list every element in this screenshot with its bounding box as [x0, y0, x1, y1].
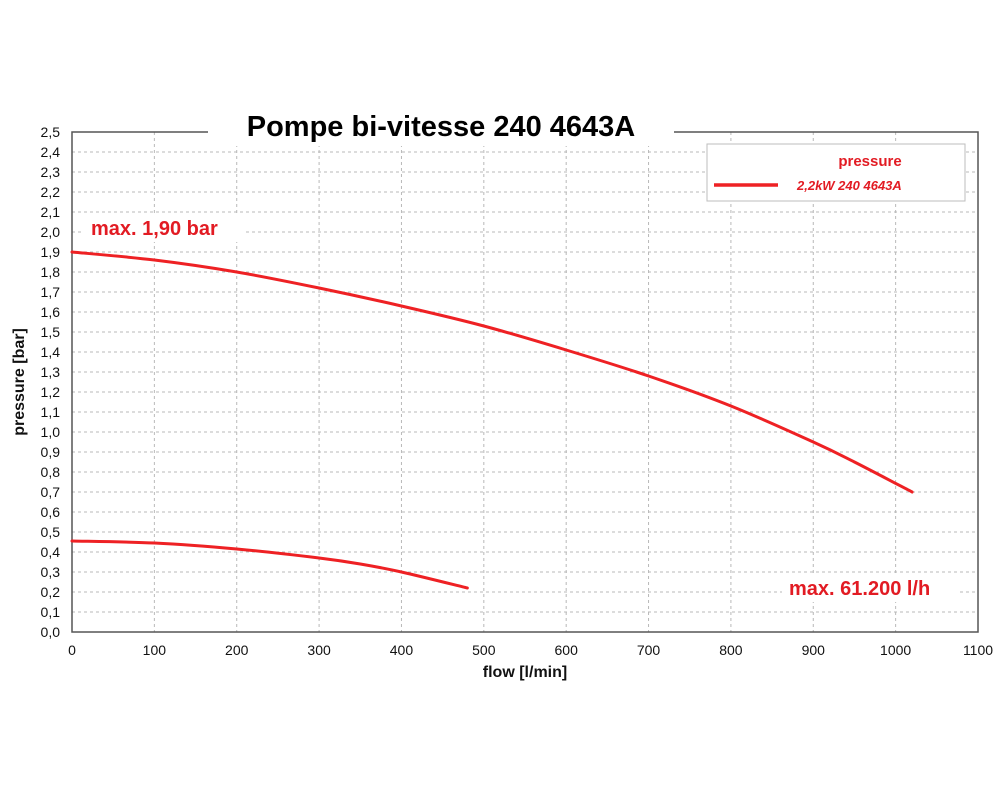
y-tick-label: 0,1: [41, 604, 61, 620]
y-tick-label: 0,0: [41, 624, 61, 640]
y-tick-label: 1,7: [41, 284, 61, 300]
y-tick-label: 1,6: [41, 304, 61, 320]
y-tick-label: 0,3: [41, 564, 61, 580]
annotation-max-flow-background: [782, 574, 958, 602]
y-tick-label: 2,1: [41, 204, 61, 220]
data-series: [70, 250, 914, 590]
grid-lines: [71, 131, 979, 633]
y-tick-label: 1,2: [41, 384, 61, 400]
y-tick-label: 1,4: [41, 344, 61, 360]
x-axis-title: flow [l/min]: [483, 664, 567, 681]
y-tick-labels: 0,0 0,1 0,2 0,3 0,4 0,5 0,6 0,7 0,8 0,9 1,0 1,1 1,2 1…: [41, 124, 61, 640]
x-tick-labels: 0 100 200 300 400 500 600 700 800 900 1000 1100: [68, 642, 993, 658]
x-tick-label: 700: [637, 642, 661, 658]
x-tick-label: 0: [68, 642, 76, 658]
y-tick-label: 0,7: [41, 484, 61, 500]
y-tick-label: 2,5: [41, 124, 61, 140]
y-tick-label: 0,5: [41, 524, 61, 540]
x-tick-label: 600: [555, 642, 579, 658]
x-tick-label: 800: [719, 642, 743, 658]
x-tick-label: 500: [472, 642, 496, 658]
legend-entry: 2,2kW 240 4643A: [796, 178, 902, 193]
y-tick-label: 1,3: [41, 364, 61, 380]
plot-frame: [71, 131, 979, 633]
x-tick-label: 400: [390, 642, 414, 658]
legend-box: [706, 143, 966, 202]
y-tick-label: 2,4: [41, 144, 61, 160]
x-tick-label: 300: [307, 642, 331, 658]
y-tick-label: 0,8: [41, 464, 61, 480]
annotation-max-pressure: max. 1,90 bar: [91, 218, 218, 240]
y-tick-label: 1,5: [41, 324, 61, 340]
y-tick-label: 1,8: [41, 264, 61, 280]
y-tick-label: 1,0: [41, 424, 61, 440]
annotation-max-pressure-background: [84, 214, 244, 242]
y-tick-label: 1,1: [41, 404, 61, 420]
legend-title: pressure: [838, 153, 901, 170]
y-tick-label: 0,9: [41, 444, 61, 460]
y-tick-label: 2,0: [41, 224, 61, 240]
x-tick-label: 200: [225, 642, 249, 658]
legend: pressure 2,2kW 240 4643A: [706, 143, 966, 202]
x-tick-label: 1100: [963, 642, 993, 658]
chart-title-background: [208, 110, 674, 146]
y-tick-label: 0,6: [41, 504, 61, 520]
chart-title: Pompe bi-vitesse 240 4643A: [247, 111, 636, 143]
y-tick-label: 2,3: [41, 164, 61, 180]
y-tick-label: 0,2: [41, 584, 61, 600]
y-tick-label: 0,4: [41, 544, 61, 560]
series-line: [70, 539, 469, 590]
y-tick-label: 2,2: [41, 184, 61, 200]
x-tick-label: 1000: [880, 642, 911, 658]
y-axis-title: pressure [bar]: [11, 328, 28, 436]
y-tick-label: 1,9: [41, 244, 61, 260]
x-tick-label: 100: [143, 642, 167, 658]
x-tick-label: 900: [802, 642, 826, 658]
series-line: [70, 250, 914, 494]
annotation-max-flow: max. 61.200 l/h: [789, 578, 930, 600]
